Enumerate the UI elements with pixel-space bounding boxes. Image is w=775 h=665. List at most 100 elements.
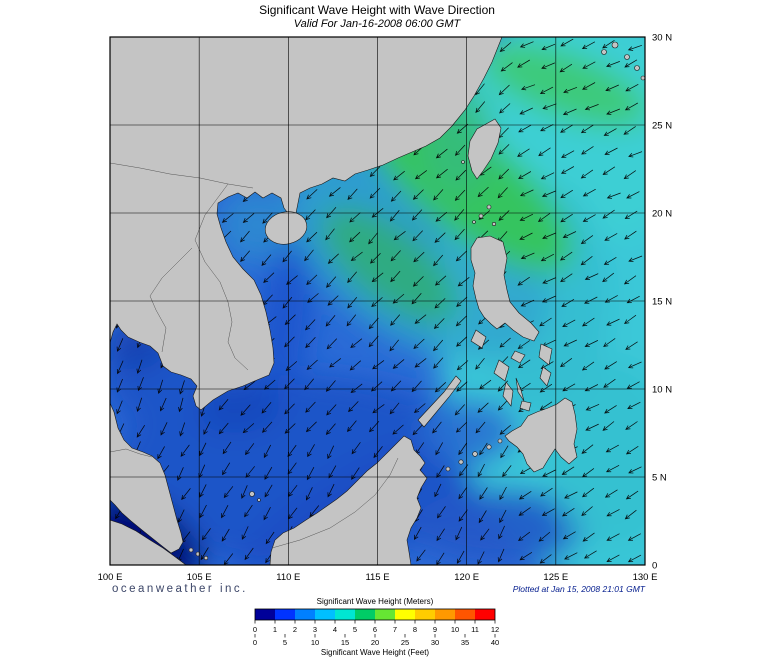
legend-meters-tick-label: 7 [393, 625, 397, 634]
landmass-cebu [515, 377, 525, 402]
border-line [110, 162, 254, 189]
landmass-leyte [539, 366, 552, 387]
lat-label: 25 N [652, 121, 672, 132]
lon-label: 110 E [276, 572, 300, 583]
legend-color-segment [435, 609, 455, 620]
legend-feet-tick-label: 5 [283, 638, 287, 647]
chart-title: Significant Wave Height with Wave Direct… [259, 3, 495, 17]
landmass-borneo [269, 435, 428, 565]
legend-meters-tick-label: 10 [451, 625, 459, 634]
lat-label: 20 N [652, 209, 672, 220]
legend-color-segment [255, 609, 275, 620]
lon-label: 130 E [633, 572, 658, 583]
ocean-color-patch [218, 187, 298, 263]
island [445, 466, 451, 472]
land-layer [110, 37, 645, 565]
legend-meters-title: Significant Wave Height (Meters) [317, 597, 434, 606]
map-frame [109, 36, 646, 566]
grid-lines [110, 37, 645, 565]
legend-feet-tick-label: 10 [311, 638, 319, 647]
legend-meters-tick-label: 9 [433, 625, 437, 634]
landmass-sumatra [110, 519, 187, 565]
island [611, 41, 619, 49]
lat-label: 0 [652, 561, 657, 572]
legend-feet-tick-label: 25 [401, 638, 409, 647]
lon-label: 120 E [454, 572, 479, 583]
legend-color-segment [315, 609, 335, 620]
island [461, 160, 465, 164]
island [257, 498, 261, 502]
island [188, 547, 194, 553]
small-islands [188, 41, 645, 561]
island [624, 54, 630, 60]
legend-meters-tick-label: 5 [353, 625, 357, 634]
legend-meters-tick-label: 0 [253, 625, 257, 634]
landmass-masbate [510, 350, 526, 364]
lat-label: 10 N [652, 385, 672, 396]
island [458, 459, 464, 465]
legend-meters-tick-label: 11 [471, 625, 479, 634]
legend-feet-title: Significant Wave Height (Feet) [321, 648, 430, 657]
legend-feet-tick-label: 30 [431, 638, 439, 647]
legend-color-segment [335, 609, 355, 620]
legend-feet-tick-label: 0 [253, 638, 257, 647]
landmass-mindoro [470, 329, 487, 349]
legend-color-segment [355, 609, 375, 620]
legend-feet-tick-label: 15 [341, 638, 349, 647]
landmass-bohol [519, 400, 532, 412]
island [486, 444, 492, 450]
legend-color-segment [375, 609, 395, 620]
landmass-hainan [264, 211, 308, 245]
plotted-timestamp: Plotted at Jan 15, 2008 21:01 GMT [513, 584, 646, 594]
axis-labels: 100 E 105 E 110 E 115 E 120 E 125 E 130 E 30 N 2… [98, 33, 673, 584]
island [486, 204, 492, 210]
legend-color-segment [395, 609, 415, 620]
island [249, 491, 255, 497]
border-line [194, 183, 249, 371]
ocean-color-patch [412, 489, 588, 565]
legend-color-segment [295, 609, 315, 620]
landmass-negros [502, 381, 514, 407]
landmass-mindanao [504, 397, 578, 473]
chart-valid-time: Valid For Jan-16-2008 06:00 GMT [294, 18, 462, 30]
landmass-panay [493, 359, 510, 382]
legend-meters-tick-label: 6 [373, 625, 377, 634]
landmass-mainland-asia [110, 37, 503, 411]
legend-meters-tick-label: 1 [273, 625, 277, 634]
country-borders [110, 162, 399, 549]
legend-color-segment [415, 609, 435, 620]
legend-ticks: 0 1 2 3 4 5 6 7 8 9 10 11 120 5 10 15 20 25 30 35 40 [253, 620, 499, 647]
lon-label: 125 E [543, 572, 568, 583]
landmass-luzon [470, 235, 540, 342]
island [601, 49, 607, 55]
legend-feet-tick-label: 35 [461, 638, 469, 647]
legend-feet-tick-label: 40 [491, 638, 499, 647]
legend-meters-tick-label: 3 [313, 625, 317, 634]
island [472, 220, 476, 224]
legend-colorbar [255, 609, 495, 620]
legend-color-segment [455, 609, 475, 620]
legend-meters-tick-label: 8 [413, 625, 417, 634]
border-line [110, 448, 153, 458]
border-line [271, 457, 399, 549]
oceanweather-branding: oceanweather inc. [112, 583, 248, 595]
legend-color-segment [275, 609, 295, 620]
lat-label: 5 N [652, 473, 667, 484]
lat-label: 15 N [652, 297, 672, 308]
landmass-malay-peninsula [110, 402, 184, 554]
island [491, 222, 496, 227]
ocean-color-patch [418, 399, 518, 465]
island [472, 451, 478, 457]
lon-label: 115 E [365, 572, 389, 583]
island [497, 438, 503, 444]
lon-label: 105 E [187, 572, 212, 583]
lon-label: 100 E [98, 572, 123, 583]
legend-meters-tick-label: 4 [333, 625, 337, 634]
legend-meters-tick-label: 2 [293, 625, 297, 634]
landmass-taiwan [467, 118, 502, 180]
legend-meters-tick-label: 12 [491, 625, 499, 634]
island [640, 75, 645, 81]
island [478, 213, 484, 219]
